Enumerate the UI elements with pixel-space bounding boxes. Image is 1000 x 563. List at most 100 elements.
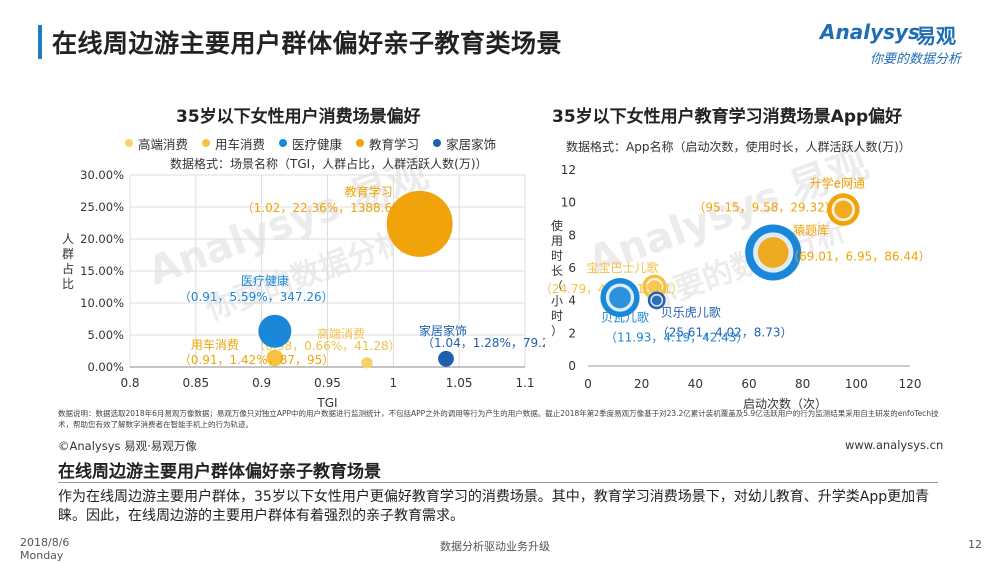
chart1-plot: 0.00% 5.00% 10.00% 15.00% 20.00% 25.00% 30.00%… [62,168,545,410]
page-title: 在线周边游主要用户群体偏好亲子教育类场景 [52,29,563,58]
bubble-value-label: （0.98，0.66%，41.28） [253,339,400,353]
bubble-value-label: （1.02，22.36%，1388.65） [242,201,412,215]
x-axis-title: TGI [316,396,337,410]
logo-text-en: Analysys [820,20,920,44]
x-axis-title: 启动次数（次） [743,396,827,410]
bubble-value-label: （0.91，5.59%，347.26） [179,290,334,304]
y-tick-label: 12 [561,163,576,177]
x-tick-label: 120 [899,377,922,391]
bubble-教育学习 [386,190,453,257]
y-tick-label: 6 [568,261,576,275]
chart1-subtitle: 数据格式：场景名称（TGI，人群占比，人群活跃人数(万)） [170,157,488,171]
legend-item: 医疗健康 [279,134,342,153]
bubble-value-label: （0.91，1.42%，87，95） [179,353,334,367]
x-tick-label: 1 [390,376,398,390]
y-axis-title-char: 时 [551,249,563,263]
legend-item: 用车消费 [202,134,265,153]
y-tick-label: 0 [568,359,576,373]
bubble-name-label: 用车消费 [191,337,239,352]
title-accent-bar [38,25,42,59]
bubble-用车消费 [266,349,284,367]
app-icon-core [651,295,662,306]
y-axis-title-char: （ [551,279,563,293]
x-tick-label: 0 [584,377,592,391]
summary-title: 在线周边游主要用户群体偏好亲子教育场景 [58,462,381,482]
x-tick-label: 20 [634,377,649,391]
legend-label: 用车消费 [215,136,266,152]
legend-label: 医疗健康 [292,136,343,152]
y-axis-title-char: 人 [62,232,74,246]
chart2-subtitle: 数据格式：App名称（启动次数，使用时长，人群活跃人数(万)） [566,140,911,154]
x-tick-label: 80 [795,377,810,391]
data-footnote: 数据说明：数据选取2018年6月易观万像数据；易观万像只对独立APP中的用户数据… [58,409,939,429]
legend-swatch [433,139,442,147]
y-axis-title-char: 长 [551,264,563,278]
app-icon-core [834,200,853,219]
x-tick-label: 0.95 [314,376,341,390]
y-tick-label: 30.00% [80,168,124,182]
legend-label: 教育学习 [369,136,420,152]
bubble-name-label: 教育学习 [345,184,393,199]
app-value-label: （95.15，9.58，29.32） [693,201,836,215]
y-tick-label: 10.00% [80,296,124,310]
legend-swatch [356,139,365,147]
bubble-name-label: 医疗健康 [241,273,289,288]
x-tick-label: 1.05 [446,376,473,390]
x-tick-label: 0.85 [182,376,209,390]
y-tick-label: 15.00% [80,264,124,278]
x-tick-label: 1.1 [515,376,534,390]
app-icon-core [757,237,789,268]
y-tick-label: 2 [568,326,576,340]
x-tick-label: 40 [688,377,703,391]
bubble-高端消费 [361,357,373,369]
bubble-name-label: 家居家饰 [419,323,467,338]
x-tick-label: 60 [741,377,756,391]
weekday-line: Monday [20,549,64,562]
legend-label: 家居家饰 [446,136,497,152]
logo-slogan: 你要的数据分析 [870,52,962,67]
website-link[interactable]: www.analysys.cn [845,438,944,452]
bubble-value-label: （1.04，1.28%，79.27） [422,336,545,350]
chart1-legend: 高端消费 用车消费 医疗健康 教育学习 家居家饰 [125,132,510,153]
legend-swatch [125,139,133,147]
y-tick-label: 0.00% [87,360,124,374]
date: 2018/8/6 Monday [20,536,69,562]
y-tick-label: 20.00% [80,232,124,246]
app-name-label: 猿题库 [793,222,829,237]
y-tick-label: 10 [561,196,576,210]
summary-body: 作为在线周边游主要用户群体，35岁以下女性用户更偏好教育学习的消费场景。其中，教… [58,489,930,524]
bubble-家居家饰 [438,350,454,367]
x-tick-label: 0.9 [252,376,271,390]
app-name-label: 贝乐虎儿歌 [661,304,721,319]
app-value-label: （69.01，6.95，86.44） [787,249,930,263]
analysys-logo: Analysys 易观 你要的数据分析 [820,20,980,70]
app-name-label: 升学e网通 [810,176,865,191]
x-tick-label: 100 [845,377,868,391]
summary-divider [58,482,938,483]
legend-item: 高端消费 [125,134,188,153]
app-icon-core [647,280,662,294]
y-axis-title-char: 使 [551,218,563,233]
bubble-name-label: 高端消费 [317,326,365,341]
legend-label: 高端消费 [138,136,189,152]
y-axis-title-char: 用 [551,234,563,248]
chart1-title: 35岁以下女性用户消费场景偏好 [176,107,421,127]
page-number: 12 [968,538,982,551]
y-axis-title-char: 小 [551,294,563,308]
chart2-title: 35岁以下女性用户教育学习消费场景App偏好 [552,107,903,127]
app-value-label: （11.93，4.19，42.43） [605,331,748,345]
app-icon-core [609,286,631,309]
y-tick-label: 4 [568,294,576,308]
legend-swatch [279,139,288,147]
y-tick-label: 5.00% [87,328,124,342]
app-value-label: （25.61，4.02，8.73） [657,325,793,339]
app-name-label: 宝宝巴士儿歌 [587,260,659,275]
y-axis-title-char: 占 [62,261,74,276]
y-axis-title-char: ） [551,324,563,338]
y-axis-title-char: 比 [62,277,74,291]
y-tick-label: 8 [568,228,576,242]
bubble-医疗健康 [258,314,292,348]
legend-swatch [202,139,211,147]
y-axis-title-char: 时 [551,309,563,323]
